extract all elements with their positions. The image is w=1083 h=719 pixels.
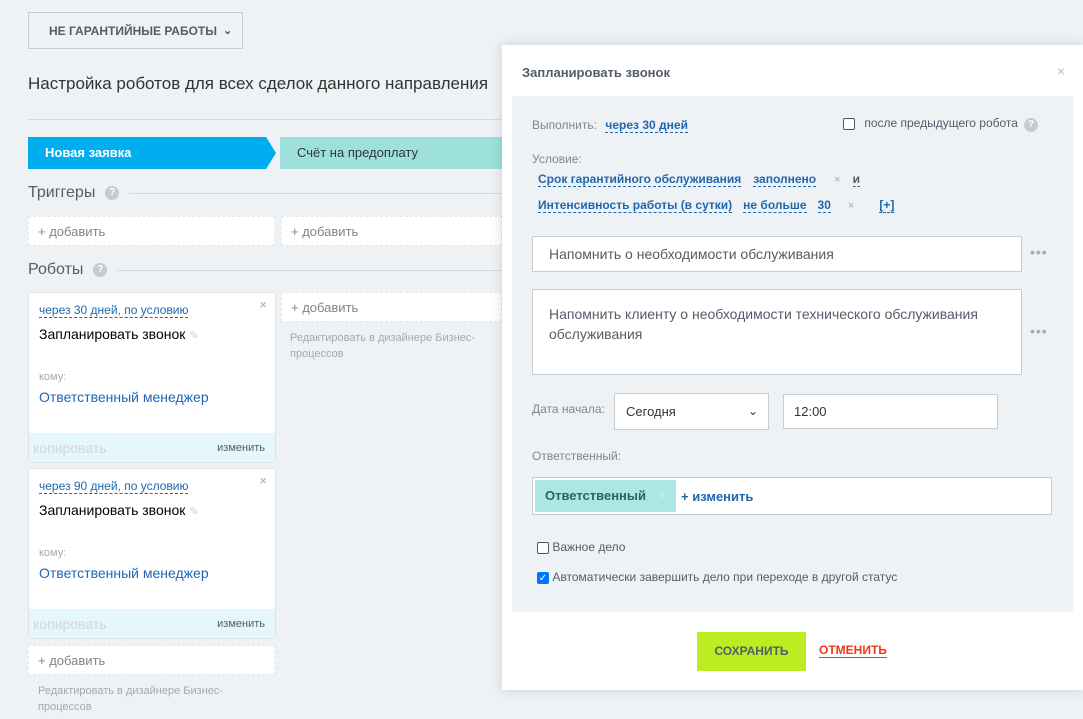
triggers-title: Триггеры [28,184,96,201]
robots-heading: Роботы? [28,261,508,279]
add-trigger-button[interactable]: + добавить [281,216,502,246]
cancel-button[interactable]: ОТМЕНИТЬ [819,643,887,658]
close-icon[interactable]: × [1056,63,1065,79]
save-button[interactable]: СОХРАНИТЬ [697,632,806,671]
after-previous-checkbox[interactable] [843,117,855,130]
condition-field[interactable]: Срок гарантийного обслуживания [538,172,742,187]
responsible-tag-label: Ответственный [545,488,646,503]
chevron-down-icon: ⌄ [222,25,233,37]
robots-title: Роботы [28,261,84,278]
help-icon[interactable]: ? [1023,118,1038,132]
copy-button[interactable]: копировать [33,439,107,456]
condition-field[interactable]: Интенсивность работы (в сутки) [538,198,733,213]
to-label: кому: [39,547,67,559]
responsible-link[interactable]: Ответственный менеджер [39,389,209,405]
triggers-heading: Триггеры? [28,184,508,202]
description-textarea[interactable]: Напомнить клиенту о необходимости технич… [532,289,1022,375]
pencil-icon[interactable]: ✎ [189,330,199,342]
condition-row: Интенсивность работы (в сутки) не больше 3… [538,198,895,213]
remove-tag-icon[interactable]: × [657,488,666,503]
robot-card[interactable]: через 90 дней, по условию Запланировать … [28,468,276,639]
condition-row: Срок гарантийного обслуживания заполнено ×… [538,172,860,187]
condition-operator[interactable]: заполнено [753,172,817,187]
help-icon[interactable]: ? [105,186,120,200]
condition-value[interactable]: 30 [817,198,831,213]
divider [28,119,508,120]
add-robot-button[interactable]: + добавить [28,645,275,675]
after-previous-label: после предыдущего робота [864,116,1018,130]
auto-complete-checkbox[interactable]: ✓ [537,571,549,584]
robot-card[interactable]: через 30 дней, по условию Запланировать … [28,292,276,463]
remove-condition-icon[interactable]: × [847,199,855,212]
condition-operator[interactable]: не больше [743,198,807,213]
page-title: Настройка роботов для всех сделок данног… [28,74,489,93]
to-label: кому: [39,371,67,383]
robot-name: Запланировать звонок ✎ [39,502,199,518]
important-checkbox[interactable] [537,541,549,554]
condition-label: Условие: [532,152,582,166]
robot-condition-link[interactable]: через 30 дней, по условию [39,303,189,318]
designer-link[interactable]: Редактировать в дизайнере Бизнес-процесс… [38,685,224,713]
pipeline-dropdown[interactable]: НЕ ГАРАНТИЙНЫЕ РАБОТЫ ⌄ [28,12,243,49]
subject-input[interactable]: Напомнить о необходимости обслуживания [532,236,1022,272]
add-robot-button[interactable]: + добавить [281,292,502,322]
time-input[interactable]: 12:00 [783,394,998,429]
auto-complete-label: Автоматически завершить дело при переход… [552,570,898,584]
robot-name: Запланировать звонок ✎ [39,326,199,342]
condition-joiner[interactable]: и [852,172,860,187]
robot-settings-dialog: Запланировать звонок × Выполнить: через … [502,45,1083,690]
add-condition-button[interactable]: [+] [879,198,895,213]
robot-name-text: Запланировать звонок [39,502,186,518]
card-footer: копировать изменить [29,433,275,462]
responsible-link[interactable]: Ответственный менеджер [39,565,209,581]
more-icon[interactable]: ••• [1030,244,1048,260]
add-trigger-button[interactable]: + добавить [28,216,275,246]
close-icon[interactable]: × [259,297,267,312]
pencil-icon[interactable]: ✎ [189,506,199,518]
divider [129,192,508,194]
auto-complete-row: ✓ Автоматически завершить дело при перех… [537,570,897,584]
copy-button[interactable]: копировать [33,615,107,632]
execute-delay-link[interactable]: через 30 дней [605,118,688,133]
important-label: Важное дело [552,540,626,554]
remove-condition-icon[interactable]: × [834,173,841,186]
execute-label: Выполнить: [532,118,597,132]
change-responsible-link[interactable]: + изменить [681,488,754,504]
dialog-body: Выполнить: через 30 дней после предыдуще… [512,96,1073,612]
start-date-label: Дата начала: [532,402,605,416]
divider [117,269,508,271]
stage-new-request[interactable]: Новая заявка [28,137,276,169]
close-icon[interactable]: × [259,473,267,488]
responsible-field[interactable]: Ответственный × + изменить [532,477,1052,515]
dialog-title: Запланировать звонок [522,65,670,80]
after-previous-row: после предыдущего робота? [843,116,1038,132]
card-footer: копировать изменить [29,609,275,638]
responsible-tag: Ответственный × [535,480,676,512]
designer-link[interactable]: Редактировать в дизайнере Бизнес-процесс… [290,332,476,360]
more-icon[interactable]: ••• [1030,323,1048,339]
robot-name-text: Запланировать звонок [39,326,186,342]
robot-condition-link[interactable]: через 90 дней, по условию [39,479,189,494]
execute-row: Выполнить: через 30 дней [532,116,688,134]
start-date-select[interactable]: Сегодня ⌄ [614,393,769,430]
help-icon[interactable]: ? [93,263,108,277]
edit-button[interactable]: изменить [217,617,265,630]
important-row: Важное дело [537,540,625,554]
edit-button[interactable]: изменить [217,441,265,454]
stage-prepayment-invoice[interactable]: Счёт на предоплату [280,137,502,169]
pipeline-label: НЕ ГАРАНТИЙНЫЕ РАБОТЫ [49,23,217,38]
start-date-value: Сегодня [626,404,676,419]
chevron-down-icon: ⌄ [747,404,758,418]
responsible-label: Ответственный: [532,449,622,463]
